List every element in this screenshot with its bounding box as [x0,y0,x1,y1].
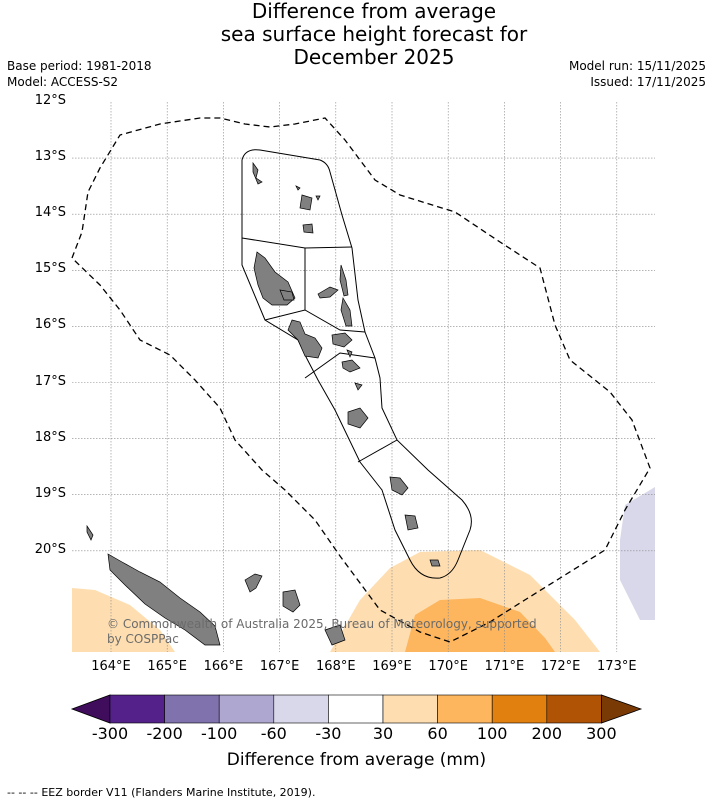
model-name: Model: ACCESS-S2 [7,75,119,89]
longitude-label: 172°E [540,659,581,674]
island-lifou [282,589,301,613]
latitude-label: 17°S [34,373,66,389]
latitude-label: 16°S [34,317,66,333]
anomaly-30-60-region-west [72,588,175,652]
eez-legend-text: EEZ border V11 (Flanders Marine Institut… [41,786,316,799]
longitude-label: 168°E [316,659,356,674]
island-maewo [339,264,349,297]
sanma-malampa-border [264,309,366,333]
map-title: Difference from average sea surface heig… [0,0,713,69]
island-ambae [317,286,339,299]
island-new-caledonia [107,553,221,646]
title-line-1: Difference from average [251,0,497,23]
province-boundaries [241,149,472,579]
model-run: Model run: 15/11/2025 [568,59,706,73]
latitude-label: 18°S [34,429,66,445]
malampa-shefa-border [304,352,376,379]
colorbar-tick-label: 60 [427,724,448,743]
latitude-label: 13°S [34,149,66,165]
island-erromango [389,476,409,496]
longitude-label: 167°E [259,659,300,674]
longitude-label: 164°E [91,659,131,674]
longitude-label: 171°E [484,659,525,674]
graticule [72,102,655,652]
island-tanna [404,514,419,531]
latitude-label: 19°S [34,485,66,501]
eez-legend: -- -- -- EEZ border V11 (Flanders Marine… [7,786,315,799]
island-ouvea [244,573,263,593]
latitude-label: 14°S [34,205,66,221]
island-tongoa [354,382,363,391]
colorbar-tick-label: -60 [260,724,287,743]
colorbar-tick-label: 30 [372,724,394,743]
island-gaua [299,194,313,211]
latitude-label: 12°S [34,93,66,108]
islands [86,161,441,646]
island-mare [324,624,346,646]
longitude-label: 166°E [203,659,244,674]
island-ambrym [331,332,353,348]
colorbar-tick-label: 300 [586,724,617,743]
island-epi [341,359,361,373]
longitude-label: 169°E [372,659,412,674]
anomaly-shading [72,487,655,652]
colorbar-tick-label: -300 [91,724,129,743]
base-period: Base period: 1981-2018 [7,59,152,73]
island-vanua-lava [302,223,314,234]
issued-date: Issued: 17/11/2025 [590,75,706,89]
meta-left: Base period: 1981-2018 Model: ACCESS-S2 [7,58,152,90]
meta-right: Model run: 15/11/2025 Issued: 17/11/2025 [569,58,706,90]
island-belep [86,524,94,541]
outer-boundary [241,149,472,579]
map-frame [72,102,655,652]
colorbar-label: Difference from average (mm) [226,750,487,770]
longitude-label: 165°E [147,659,187,674]
colorbar-tick-label: -200 [146,724,183,743]
eez-border [71,117,651,643]
title-line-3: December 2025 [293,45,455,69]
island-ureparapara [295,185,301,191]
shefa-tafea-border [357,439,398,463]
copyright-credit: © Commonwealth of Australia 2025, Bureau… [107,617,537,646]
island-torres [252,161,263,185]
eez-legend-symbol: -- -- -- [7,786,38,799]
island-paama [346,349,353,358]
colorbar-tick-label: -100 [201,724,238,743]
latitude-label: 15°S [34,261,66,277]
island-merelava [315,195,321,201]
title-line-2: sea surface height forecast for [220,22,528,46]
island-malo [279,289,295,301]
colorbar-tick-label: 200 [531,724,563,743]
anomaly-negative-region-east [620,487,655,620]
island-efate [347,407,369,429]
island-malakula [287,319,323,359]
longitude-label: 173°E [597,659,637,674]
longitude-label: 170°E [428,659,468,674]
colorbar-tick-label: 100 [476,724,508,743]
colorbar-tick-label: -30 [315,724,342,743]
island-aneityum [429,559,441,567]
anomaly-60-100-region [405,598,555,652]
island-pentecost [340,296,353,327]
latitude-label: 20°S [34,541,66,557]
